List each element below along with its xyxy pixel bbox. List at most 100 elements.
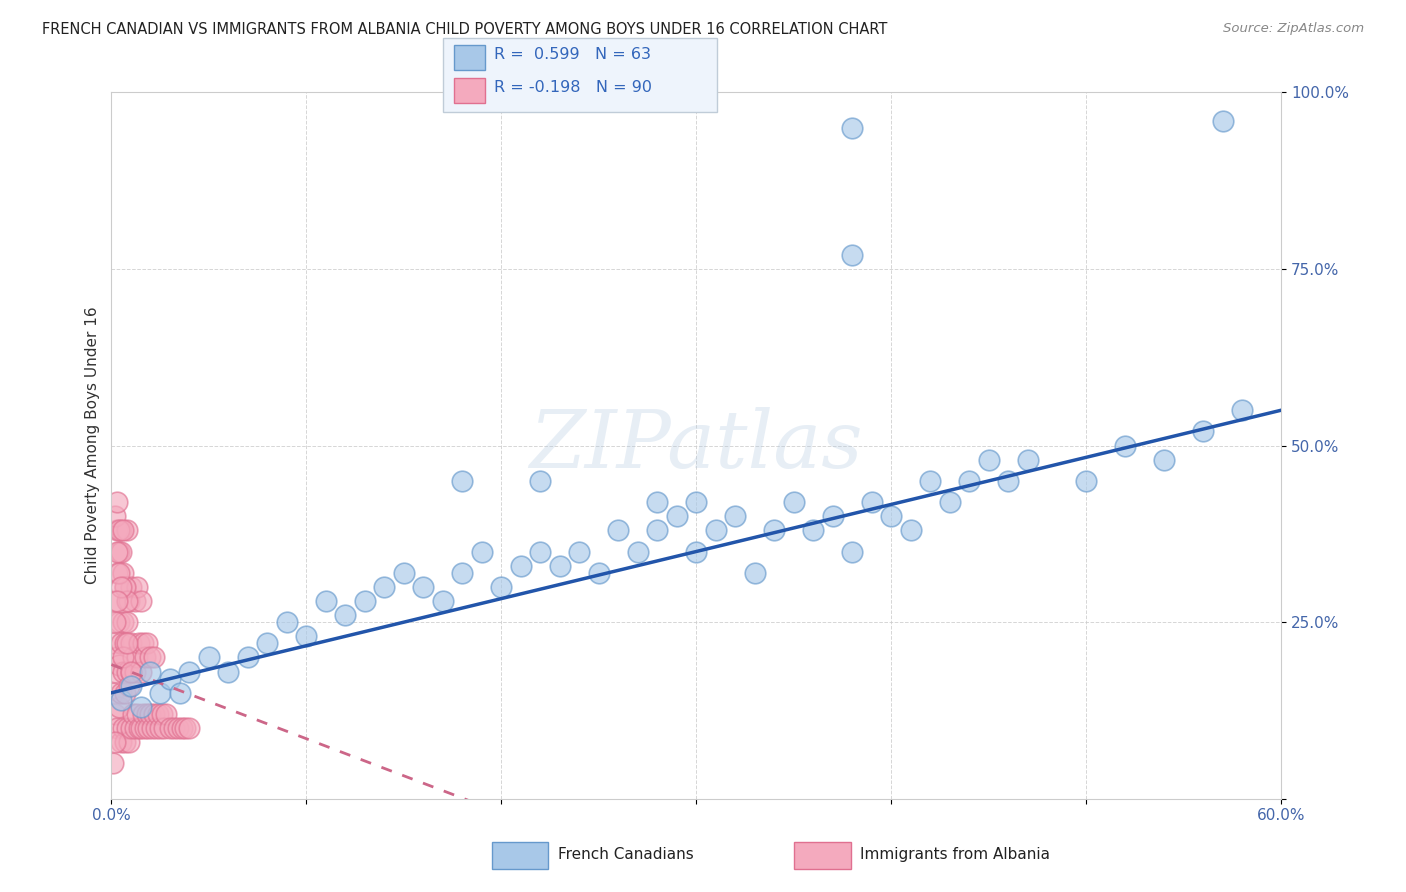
Point	[105, 594, 128, 608]
Point	[110, 686, 132, 700]
Point	[841, 120, 863, 135]
Point	[529, 544, 551, 558]
Point	[103, 756, 125, 771]
Point	[108, 566, 131, 580]
Point	[129, 665, 152, 679]
Point	[821, 509, 844, 524]
Point	[744, 566, 766, 580]
Point	[412, 580, 434, 594]
Point	[170, 721, 193, 735]
Text: FRENCH CANADIAN VS IMMIGRANTS FROM ALBANIA CHILD POVERTY AMONG BOYS UNDER 16 COR: FRENCH CANADIAN VS IMMIGRANTS FROM ALBAN…	[42, 22, 887, 37]
Point	[141, 721, 163, 735]
Point	[112, 566, 135, 580]
Point	[118, 735, 141, 749]
Point	[139, 665, 162, 679]
Point	[841, 248, 863, 262]
Point	[131, 706, 153, 721]
Point	[607, 524, 630, 538]
Point	[1114, 439, 1136, 453]
Point	[120, 721, 142, 735]
Point	[104, 615, 127, 629]
Text: Immigrants from Albania: Immigrants from Albania	[860, 847, 1050, 862]
Point	[118, 679, 141, 693]
Point	[125, 706, 148, 721]
Point	[198, 650, 221, 665]
Point	[471, 544, 494, 558]
Point	[128, 721, 150, 735]
Point	[166, 721, 188, 735]
Point	[529, 474, 551, 488]
Point	[509, 558, 531, 573]
Point	[108, 615, 131, 629]
Point	[150, 706, 173, 721]
Point	[432, 594, 454, 608]
Point	[134, 650, 156, 665]
Point	[143, 650, 166, 665]
Text: R =  0.599   N = 63: R = 0.599 N = 63	[494, 47, 651, 62]
Point	[112, 524, 135, 538]
Point	[335, 608, 357, 623]
Point	[977, 452, 1000, 467]
Point	[114, 580, 136, 594]
Point	[153, 721, 176, 735]
Point	[451, 566, 474, 580]
Point	[104, 509, 127, 524]
Point	[645, 524, 668, 538]
Point	[276, 615, 298, 629]
Point	[103, 686, 125, 700]
Point	[139, 706, 162, 721]
Point	[120, 636, 142, 650]
Point	[105, 566, 128, 580]
Point	[451, 474, 474, 488]
Point	[105, 524, 128, 538]
Point	[112, 665, 135, 679]
Point	[134, 721, 156, 735]
Point	[105, 544, 128, 558]
Point	[120, 665, 142, 679]
Point	[110, 735, 132, 749]
Point	[120, 665, 142, 679]
Point	[131, 636, 153, 650]
Point	[548, 558, 571, 573]
Point	[125, 650, 148, 665]
Point	[627, 544, 650, 558]
Point	[724, 509, 747, 524]
Point	[124, 721, 146, 735]
Point	[685, 544, 707, 558]
Point	[110, 636, 132, 650]
Text: R = -0.198   N = 90: R = -0.198 N = 90	[494, 80, 651, 95]
Point	[685, 495, 707, 509]
Point	[115, 721, 138, 735]
Point	[1076, 474, 1098, 488]
Point	[129, 700, 152, 714]
Point	[115, 636, 138, 650]
Point	[105, 650, 128, 665]
Point	[139, 650, 162, 665]
Point	[121, 650, 143, 665]
Point	[148, 706, 170, 721]
Point	[138, 721, 160, 735]
Point	[115, 594, 138, 608]
Point	[783, 495, 806, 509]
Point	[104, 594, 127, 608]
Point	[105, 495, 128, 509]
Point	[104, 665, 127, 679]
Point	[295, 629, 318, 643]
Point	[118, 594, 141, 608]
Point	[169, 686, 191, 700]
Point	[1017, 452, 1039, 467]
Point	[179, 665, 201, 679]
Point	[315, 594, 337, 608]
Point	[110, 693, 132, 707]
Point	[1192, 425, 1215, 439]
Point	[114, 580, 136, 594]
Point	[104, 706, 127, 721]
Point	[149, 721, 172, 735]
Point	[114, 735, 136, 749]
Point	[129, 721, 152, 735]
Point	[108, 544, 131, 558]
Point	[217, 665, 239, 679]
Point	[841, 544, 863, 558]
Point	[145, 721, 167, 735]
Point	[704, 524, 727, 538]
